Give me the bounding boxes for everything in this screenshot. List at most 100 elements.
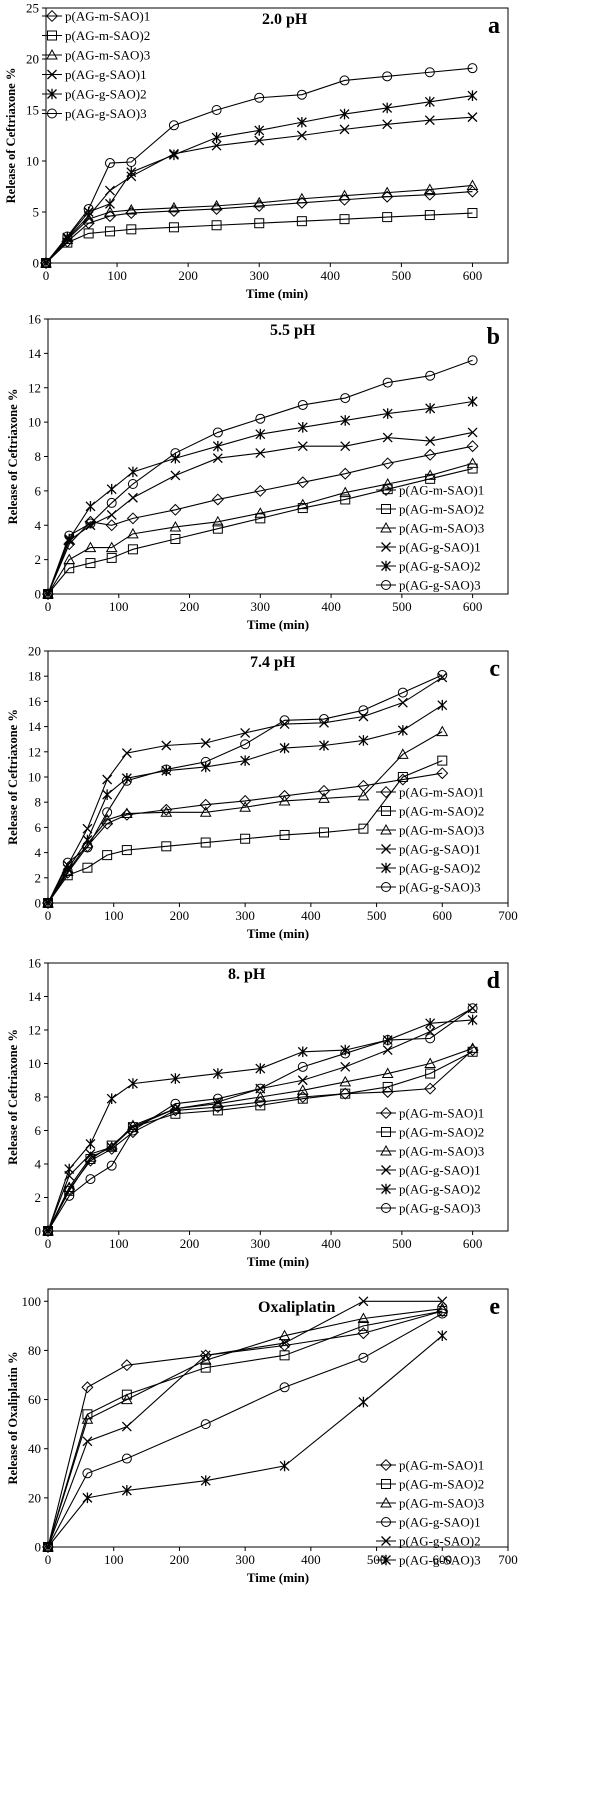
data-point-triangle <box>169 520 182 532</box>
x-tick-label: 0 <box>45 1236 52 1251</box>
data-point-triangle <box>63 553 76 565</box>
y-tick-label: 18 <box>28 669 41 684</box>
data-point-square <box>437 755 448 766</box>
x-tick-label: 200 <box>178 268 198 283</box>
y-tick-label: 0 <box>35 896 42 911</box>
x-axis-title: Time (min) <box>247 617 309 632</box>
panel-letter: d <box>487 968 501 994</box>
data-point-asterisk <box>279 1460 290 1472</box>
data-point-triangle <box>381 477 394 489</box>
data-point-square <box>83 228 94 239</box>
series-p(AG-g-SAO)3 <box>43 355 478 599</box>
legend-entry: p(AG-m-SAO)1 <box>399 1458 484 1473</box>
y-tick-label: 14 <box>28 989 42 1004</box>
data-point-circle <box>168 120 179 131</box>
y-tick-label: 6 <box>35 1123 42 1138</box>
x-axis-title: Time (min) <box>247 1254 309 1269</box>
series-p(AG-g-SAO)2 <box>41 90 478 269</box>
data-point-asterisk <box>255 1063 266 1074</box>
legend-entry: p(AG-g-SAO)1 <box>399 1163 481 1178</box>
data-point-x <box>467 427 478 438</box>
data-point-asterisk <box>170 452 181 464</box>
x-tick-label: 500 <box>392 1236 412 1251</box>
x-axis-title: Time (min) <box>247 926 309 941</box>
data-point-triangle <box>357 789 370 801</box>
legend-marker-square <box>381 504 391 514</box>
y-tick-label: 60 <box>28 1392 41 1407</box>
legend-marker-circle <box>381 580 391 590</box>
data-point-square <box>240 833 251 844</box>
data-point-square <box>200 1362 211 1373</box>
data-point-asterisk <box>297 1046 308 1058</box>
y-tick-label: 5 <box>33 205 40 220</box>
x-tick-label: 400 <box>321 599 341 614</box>
data-point-circle <box>397 687 408 698</box>
data-point-asterisk <box>127 466 138 478</box>
data-point-asterisk <box>85 1138 96 1150</box>
series-line <box>47 1049 473 1232</box>
data-point-circle <box>212 427 223 438</box>
data-point-asterisk <box>279 742 290 754</box>
data-point-x <box>437 1296 448 1307</box>
data-point-square <box>296 216 307 227</box>
data-point-circle <box>340 1048 351 1059</box>
legend: p(AG-m-SAO)1 p(AG-m-SAO)2 p(AG-m-SAO)3 p(AG… <box>376 1458 484 1568</box>
data-point-triangle <box>339 1075 352 1087</box>
x-tick-label: 400 <box>321 1236 341 1251</box>
series-line <box>47 760 443 904</box>
data-point-diamond <box>105 519 118 532</box>
data-point-asterisk <box>170 1073 181 1084</box>
y-tick-label: 20 <box>28 1490 41 1505</box>
y-tick-label: 2 <box>35 870 42 885</box>
legend-marker-x <box>381 844 391 854</box>
data-point-asterisk <box>425 403 436 414</box>
legend-entry: p(AG-m-SAO)3 <box>399 1496 484 1511</box>
data-point-x <box>127 492 138 503</box>
data-point-circle <box>358 705 369 716</box>
series-line <box>47 462 473 595</box>
legend-marker-circle <box>381 882 391 892</box>
data-point-diamond <box>81 1381 94 1394</box>
data-point-triangle <box>424 1057 437 1068</box>
y-axis-title: Release of Ceftriaxone % <box>6 389 20 525</box>
data-point-asterisk <box>64 1163 75 1175</box>
panel-letter: e <box>489 1294 500 1320</box>
data-point-asterisk <box>212 1068 223 1079</box>
series-line <box>47 359 473 595</box>
data-point-diamond <box>126 512 139 525</box>
data-point-asterisk <box>240 755 251 766</box>
legend-entry: p(AG-m-SAO)2 <box>399 804 484 819</box>
y-axis-title: Release of Oxaliplatin % <box>6 1352 20 1485</box>
data-point-triangle <box>81 1413 94 1424</box>
legend-entry: p(AG-g-SAO)2 <box>399 861 481 876</box>
legend-marker-square <box>381 806 391 816</box>
data-point-triangle <box>296 1084 309 1095</box>
plot-frame <box>47 1288 509 1548</box>
data-point-x <box>340 1061 351 1072</box>
chart-panel-c: 0 100 200 300 400 500 600 700 0 2 4 6 8 10 12 14 16 18 20 T… <box>6 644 518 942</box>
y-tick-label: 16 <box>28 694 42 709</box>
legend-entry: p(AG-g-SAO)1 <box>399 842 481 857</box>
data-point-circle <box>121 775 132 786</box>
series-p(AG-g-SAO)1 <box>43 1308 448 1552</box>
data-point-x <box>255 448 266 459</box>
data-point-triangle <box>436 725 449 737</box>
x-tick-label: 500 <box>392 599 412 614</box>
data-point-triangle <box>121 1393 133 1405</box>
y-tick-label: 14 <box>28 719 42 734</box>
data-point-square <box>425 1068 436 1079</box>
data-point-circle <box>126 157 137 168</box>
data-point-square <box>358 1320 369 1331</box>
data-point-asterisk <box>340 415 351 426</box>
series-line <box>47 772 443 904</box>
series-line <box>47 1047 473 1232</box>
series-line <box>47 704 443 904</box>
legend-entry: p(AG-m-SAO)3 <box>65 48 150 63</box>
legend-entry: p(AG-g-SAO)3 <box>65 106 147 121</box>
series-line <box>45 67 473 264</box>
data-point-diamond <box>254 484 267 497</box>
data-point-triangle <box>253 196 266 208</box>
data-point-circle <box>467 355 478 366</box>
y-tick-label: 0 <box>35 1540 42 1555</box>
legend-marker-diamond <box>379 1458 393 1472</box>
